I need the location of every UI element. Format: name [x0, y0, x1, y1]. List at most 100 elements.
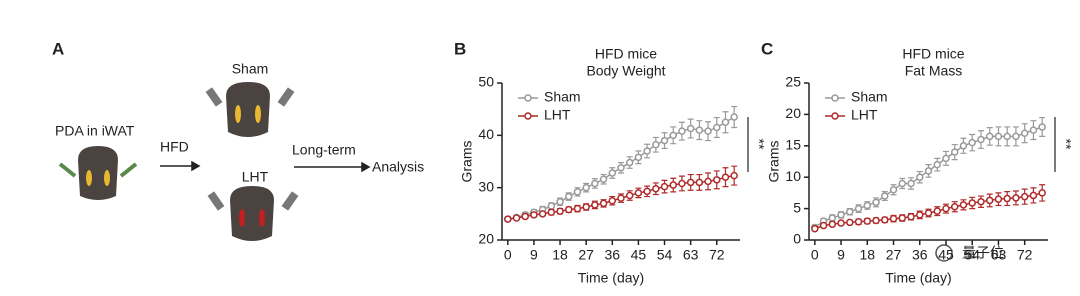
x-tick-label: 72	[709, 247, 725, 263]
x-tick-label: 9	[837, 247, 845, 263]
point	[889, 214, 898, 223]
point	[968, 138, 976, 147]
point	[530, 211, 538, 219]
point	[1003, 194, 1011, 203]
y-tick-label: 20	[785, 105, 801, 121]
point	[521, 212, 529, 221]
point	[1038, 123, 1046, 131]
point	[942, 204, 950, 213]
point	[1038, 189, 1046, 197]
mouse	[205, 82, 295, 137]
point	[846, 207, 854, 216]
point	[881, 192, 889, 200]
point	[713, 123, 721, 132]
point	[863, 201, 872, 210]
point	[643, 187, 651, 196]
legend-marker	[524, 94, 532, 102]
diagram-text: Analysis	[372, 159, 424, 175]
point	[933, 160, 941, 169]
point	[837, 211, 845, 219]
legend-marker	[524, 112, 532, 120]
y-tick-label: 15	[785, 137, 801, 153]
point	[846, 218, 854, 227]
point	[819, 221, 828, 230]
point	[985, 132, 994, 141]
point	[617, 164, 625, 172]
point	[811, 224, 819, 233]
x-tick-label: 27	[886, 247, 902, 263]
point	[828, 220, 837, 229]
y-tick-label: 25	[785, 74, 801, 90]
point	[1003, 132, 1011, 141]
point	[643, 147, 651, 155]
point	[950, 148, 959, 156]
point	[924, 209, 933, 217]
chart-title: HFD mice	[595, 46, 657, 62]
point	[582, 183, 590, 192]
point	[686, 178, 695, 187]
point	[599, 175, 608, 184]
mouse	[58, 146, 138, 200]
point	[617, 194, 625, 202]
point	[686, 124, 695, 133]
legend-marker	[831, 94, 839, 102]
x-tick-label: 27	[578, 247, 594, 263]
point	[660, 136, 669, 145]
arrow	[160, 160, 371, 173]
point	[669, 131, 677, 140]
point	[669, 181, 677, 189]
point	[854, 204, 863, 213]
point	[1012, 194, 1020, 202]
point	[608, 169, 617, 177]
series	[504, 165, 738, 223]
x-tick-label: 9	[530, 247, 538, 263]
point	[704, 127, 712, 135]
chart-title: HFD mice	[902, 46, 964, 62]
point	[977, 135, 985, 144]
point	[1020, 129, 1029, 137]
point	[968, 199, 976, 207]
watermark: 量子位	[962, 245, 1004, 261]
point	[828, 214, 837, 222]
point	[625, 191, 634, 200]
legend-label: Sham	[544, 89, 581, 105]
point	[1020, 192, 1029, 201]
point	[634, 189, 643, 197]
point	[994, 132, 1003, 141]
point	[898, 214, 907, 222]
point	[959, 142, 968, 150]
x-axis-label: Time (day)	[578, 270, 644, 286]
point	[565, 192, 573, 201]
point	[652, 184, 660, 193]
point	[1029, 126, 1038, 134]
point	[695, 126, 704, 134]
point	[652, 141, 660, 149]
panel-label: C	[761, 39, 773, 58]
y-tick-label: 40	[478, 126, 494, 142]
point	[924, 167, 933, 175]
chart-subtitle: Body Weight	[586, 63, 665, 79]
point	[538, 210, 547, 218]
y-tick-label: 20	[478, 231, 494, 247]
point	[547, 202, 556, 210]
point	[713, 176, 721, 184]
point	[704, 177, 712, 186]
x-tick-label: 45	[938, 247, 954, 263]
point	[634, 153, 643, 162]
y-tick-label: 50	[478, 74, 494, 90]
point	[678, 127, 686, 135]
x-tick-label: 0	[811, 247, 819, 263]
point	[985, 196, 994, 205]
point	[565, 205, 573, 214]
diagram-text: Sham	[232, 61, 269, 77]
chart-subtitle: Fat Mass	[905, 63, 963, 79]
point	[1012, 132, 1020, 141]
point	[721, 173, 730, 181]
x-tick-label: 54	[657, 247, 673, 263]
y-axis-label: Grams	[766, 141, 782, 183]
y-axis-label: Grams	[459, 141, 475, 183]
legend-marker	[831, 112, 839, 120]
point	[837, 219, 845, 227]
point	[695, 178, 704, 187]
